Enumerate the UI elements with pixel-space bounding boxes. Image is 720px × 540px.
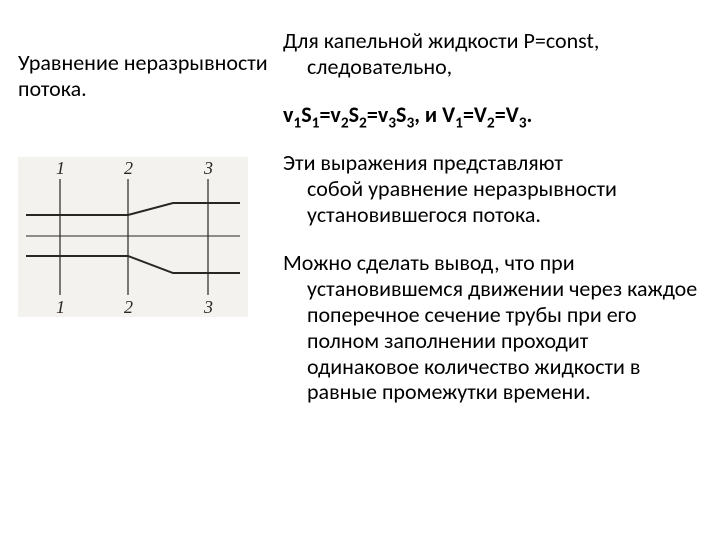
svg-text:2: 2	[124, 297, 133, 317]
definition-line1: Эти выражения представляют	[283, 149, 563, 176]
paragraph-conclusion: Можно сделать вывод, что при установивше…	[283, 250, 702, 406]
slide: Уравнение неразрывности потока. 1 1 2 2 3 3 Д…	[0, 0, 720, 540]
svg-text:3: 3	[203, 158, 213, 178]
definition-rest: собой уравнение неразрывности установивш…	[283, 176, 702, 228]
right-column: Для капельной жидкости P=const, следоват…	[273, 28, 702, 522]
conclusion-rest: установившемся движении через каждое поп…	[283, 276, 702, 406]
continuity-diagram: 1 1 2 2 3 3	[18, 157, 248, 322]
slide-title: Уравнение неразрывности потока.	[18, 50, 273, 102]
paragraph-premise: Для капельной жидкости P=const, следоват…	[283, 28, 702, 80]
svg-text:1: 1	[56, 158, 65, 178]
premise-line1: Для капельной жидкости P=const,	[283, 27, 599, 54]
continuity-equation: v1S1=v2S2=v3S3, и V1=V2=V3.	[283, 102, 702, 128]
equation-text: v1S1=v2S2=v3S3, и V1=V2=V3.	[283, 101, 532, 128]
premise-line2: следовательно,	[283, 54, 702, 80]
paragraph-definition: Эти выражения представляют собой уравнен…	[283, 150, 702, 228]
conclusion-line1: Можно сделать вывод, что при	[283, 249, 575, 276]
svg-text:2: 2	[124, 158, 133, 178]
svg-text:1: 1	[56, 297, 65, 317]
svg-text:3: 3	[203, 297, 213, 317]
tube-schematic-svg: 1 1 2 2 3 3	[18, 157, 248, 317]
left-column: Уравнение неразрывности потока. 1 1 2 2 3 3	[18, 28, 273, 522]
